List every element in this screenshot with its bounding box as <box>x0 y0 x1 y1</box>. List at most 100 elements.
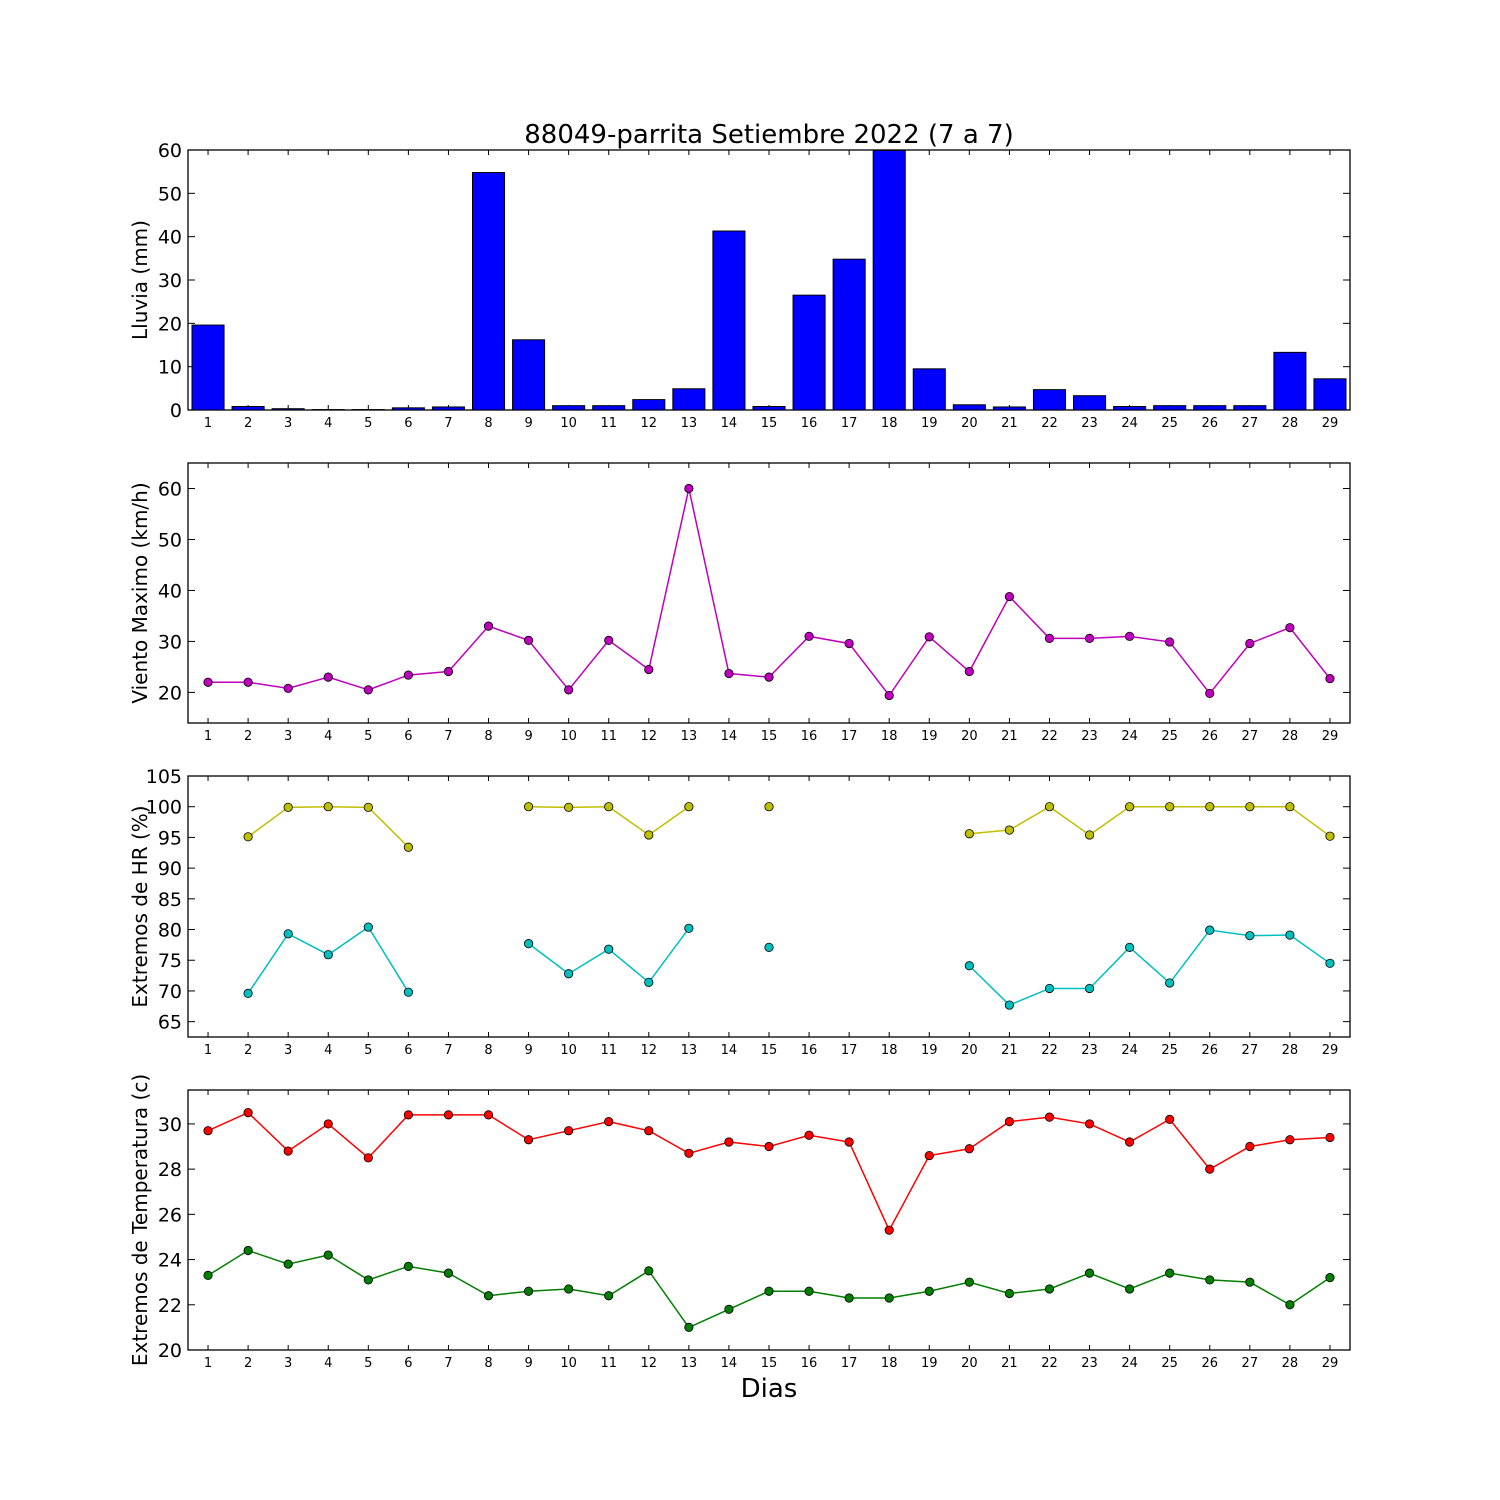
x-tick-label: 26 <box>1201 416 1218 431</box>
x-tick-label: 12 <box>641 1356 658 1371</box>
x-tick-label: 2 <box>244 416 252 431</box>
data-point <box>804 1130 814 1140</box>
bar <box>471 172 506 411</box>
bar <box>191 324 225 411</box>
data-point <box>1004 1117 1015 1127</box>
x-tick-label: 9 <box>524 416 532 431</box>
x-tick-label: 2 <box>244 1356 252 1371</box>
data-point <box>283 683 293 693</box>
x-tick-label: 24 <box>1121 1356 1138 1371</box>
data-point <box>1044 983 1055 994</box>
data-point <box>764 672 774 682</box>
bar <box>1153 405 1187 411</box>
x-tick-label: 27 <box>1242 1043 1259 1058</box>
x-tick-label: 7 <box>444 416 452 431</box>
x-tick-label: 18 <box>881 729 898 744</box>
bar <box>512 339 546 411</box>
data-point <box>924 1286 934 1296</box>
x-tick-label: 26 <box>1201 1043 1218 1058</box>
x-tick-label: 3 <box>284 729 292 744</box>
x-tick-label: 3 <box>284 1356 292 1371</box>
bar <box>952 404 986 411</box>
x-tick-label: 11 <box>600 416 617 431</box>
y-tick-label: 50 <box>158 183 182 205</box>
x-tick-label: 27 <box>1242 729 1259 744</box>
x-tick-label: 1 <box>204 1043 212 1058</box>
x-tick-label: 19 <box>921 416 938 431</box>
panel-4: 1 2 3 4 5 6 7 8 9 10 11 12 13 14 15 16 17 18 19 20 21 22 23 24 2… <box>128 1074 1351 1371</box>
data-point <box>1245 638 1255 649</box>
data-point <box>724 1304 734 1314</box>
x-tick-label: 22 <box>1041 1043 1058 1058</box>
x-tick-label: 20 <box>961 416 978 431</box>
y-axis-label: Viento Maximo (km/h) <box>128 482 152 703</box>
data-point <box>1044 633 1055 643</box>
y-axis-label: Lluvia (mm) <box>128 220 152 340</box>
data-point <box>1084 633 1095 643</box>
data-point <box>1325 1273 1335 1283</box>
data-point <box>523 1135 534 1145</box>
plot-frame <box>187 1089 1351 1351</box>
x-tick-label: 27 <box>1242 1356 1259 1371</box>
data-point <box>1285 1135 1295 1145</box>
data-point <box>964 961 974 971</box>
panel-1: 1 2 3 4 5 6 7 8 9 10 11 12 13 14 15 16 17 18 19 20 21 22 23 24 2… <box>128 140 1351 431</box>
data-point <box>884 1225 894 1235</box>
data-point <box>523 635 534 646</box>
plot-frame <box>187 462 1351 724</box>
x-tick-label: 2 <box>244 1043 252 1058</box>
data-point <box>1004 825 1015 835</box>
x-tick-label: 11 <box>600 729 617 744</box>
bar <box>552 405 586 411</box>
x-tick-label: 14 <box>721 416 738 431</box>
y-tick-label: 75 <box>158 950 182 972</box>
y-tick-label: 85 <box>158 889 182 911</box>
x-tick-label: 7 <box>444 1043 452 1058</box>
x-tick-label: 6 <box>404 1043 412 1058</box>
figure-title: 88049-parrita Setiembre 2022 (7 a 7) <box>524 120 1013 150</box>
bar <box>752 406 786 411</box>
data-point <box>1285 802 1295 812</box>
x-tick-label: 27 <box>1242 416 1259 431</box>
data-point <box>403 1261 413 1271</box>
data-point <box>363 685 373 695</box>
data-point <box>1205 802 1215 812</box>
x-tick-label: 7 <box>444 729 452 744</box>
bar <box>832 258 866 411</box>
data-point <box>924 1150 934 1161</box>
y-tick-label: 65 <box>158 1012 182 1034</box>
x-tick-label: 3 <box>284 416 292 431</box>
x-tick-label: 9 <box>524 729 532 744</box>
x-tick-label: 10 <box>560 1043 577 1058</box>
data-point <box>564 1126 574 1136</box>
x-tick-label: 23 <box>1081 729 1098 744</box>
data-point <box>203 677 213 687</box>
x-tick-label: 21 <box>1001 729 1018 744</box>
y-tick-label: 22 <box>158 1295 182 1317</box>
data-point <box>844 1293 854 1303</box>
x-tick-label: 22 <box>1041 729 1058 744</box>
panels: 1 2 3 4 5 6 7 8 9 10 11 12 13 14 15 16 17 18 19 20 21 22 23 24 2… <box>128 140 1351 1371</box>
x-tick-label: 29 <box>1322 1043 1339 1058</box>
x-tick-label: 12 <box>641 1043 658 1058</box>
data-point <box>1004 1000 1015 1010</box>
x-tick-label: 24 <box>1121 416 1138 431</box>
data-point <box>403 670 413 680</box>
data-point <box>1125 802 1135 812</box>
bar <box>1032 389 1067 411</box>
data-point <box>764 1286 774 1296</box>
data-point <box>564 685 574 695</box>
y-tick-label: 100 <box>146 797 182 819</box>
data-point <box>283 802 293 812</box>
data-point <box>684 1322 694 1332</box>
x-tick-label: 25 <box>1161 1043 1178 1058</box>
data-point <box>1084 1268 1095 1278</box>
x-tick-label: 26 <box>1201 729 1218 744</box>
data-point <box>363 1153 373 1163</box>
data-point <box>243 1108 253 1118</box>
data-point <box>243 832 253 842</box>
data-point <box>283 929 293 939</box>
data-point <box>1205 925 1215 935</box>
data-point <box>1325 1132 1335 1143</box>
